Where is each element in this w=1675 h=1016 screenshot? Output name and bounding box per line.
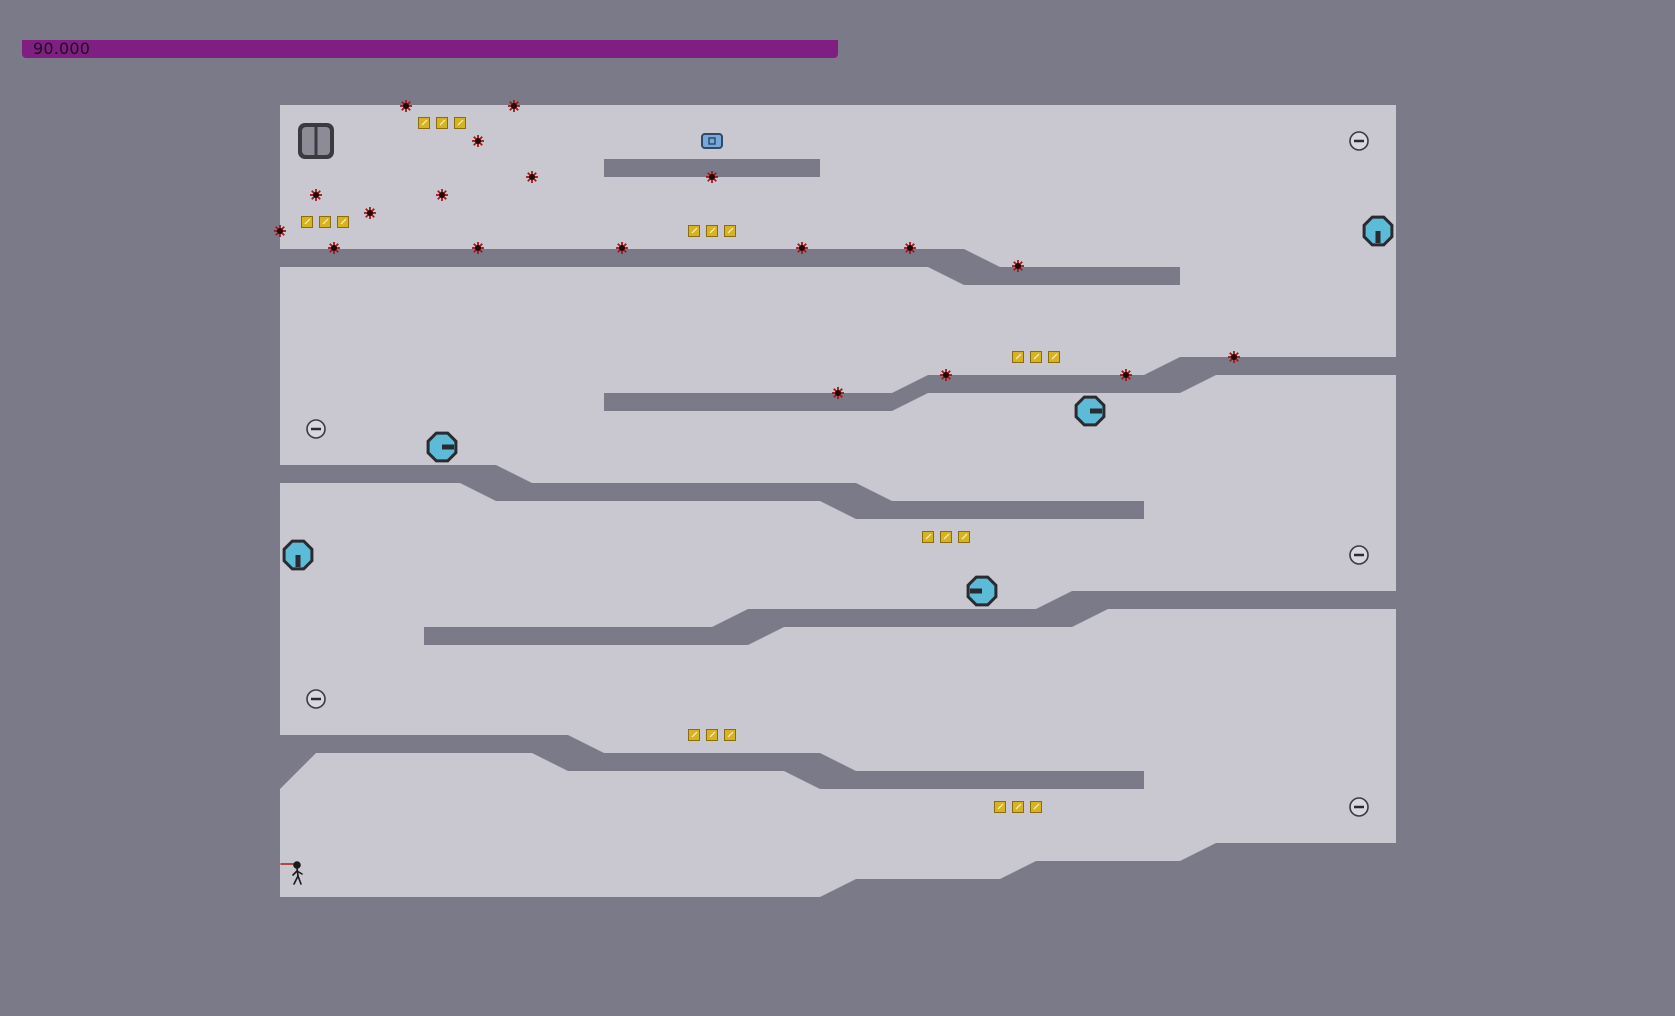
gold-square-icon [1048,351,1060,363]
mine-icon [274,225,286,237]
zap-drone-icon [306,689,326,709]
mine-icon [508,100,520,112]
mine-icon [328,242,340,254]
floor-slope [820,843,1396,897]
gold-square-icon [436,117,448,129]
walls [280,159,1396,897]
mine-icon [904,242,916,254]
zap-drone-icon [1349,131,1369,151]
mine-icon [832,387,844,399]
gauss-turret-icon [966,575,998,607]
zap-drone-icon [306,419,326,439]
mine-icon [706,171,718,183]
zap-drone-icon [1349,545,1369,565]
mine-icon [472,135,484,147]
time-remaining-text: 90.000 [33,39,91,58]
gold-square-icon [724,729,736,741]
gold-square-icon [958,531,970,543]
gold-square-icon [454,117,466,129]
mine-icon [616,242,628,254]
gold-pieces [301,117,1060,813]
gauss-turret-icon [1074,395,1106,427]
gold-square-icon [940,531,952,543]
mines [274,100,1240,399]
exit-switch [701,133,723,149]
platform-4 [424,591,1396,645]
platform-5 [280,735,1144,789]
mine-icon [796,242,808,254]
gold-square-icon [301,216,313,228]
zap-drone-icon [1349,797,1369,817]
mine-icon [472,242,484,254]
gold-square-icon [1012,351,1024,363]
mine-icon [1120,369,1132,381]
ceiling-ledge [604,159,820,177]
gold-square-icon [337,216,349,228]
turrets [282,215,1394,607]
gold-square-icon [1030,801,1042,813]
zap-drones [306,131,1369,817]
mine-icon [436,189,448,201]
mine-icon [940,369,952,381]
mine-icon [400,100,412,112]
gauss-turret-icon [426,431,458,463]
mine-icon [1228,351,1240,363]
gold-square-icon [1012,801,1024,813]
gold-square-icon [688,729,700,741]
platform-1 [280,249,1180,285]
gold-square-icon [706,225,718,237]
mine-icon [310,189,322,201]
gold-square-icon [922,531,934,543]
gold-square-icon [724,225,736,237]
gold-square-icon [418,117,430,129]
gold-square-icon [706,729,718,741]
gold-square-icon [319,216,331,228]
gauss-turret-icon [282,539,314,571]
gold-square-icon [994,801,1006,813]
platform-3 [280,465,1144,519]
exit-door [298,123,334,159]
ninja-player [280,861,303,885]
mine-icon [364,207,376,219]
gold-square-icon [688,225,700,237]
mine-icon [1012,260,1024,272]
time-remaining-bar: 90.000 [22,40,838,58]
gold-square-icon [1030,351,1042,363]
mine-icon [526,171,538,183]
gauss-turret-icon [1362,215,1394,247]
platform-2 [604,357,1396,411]
